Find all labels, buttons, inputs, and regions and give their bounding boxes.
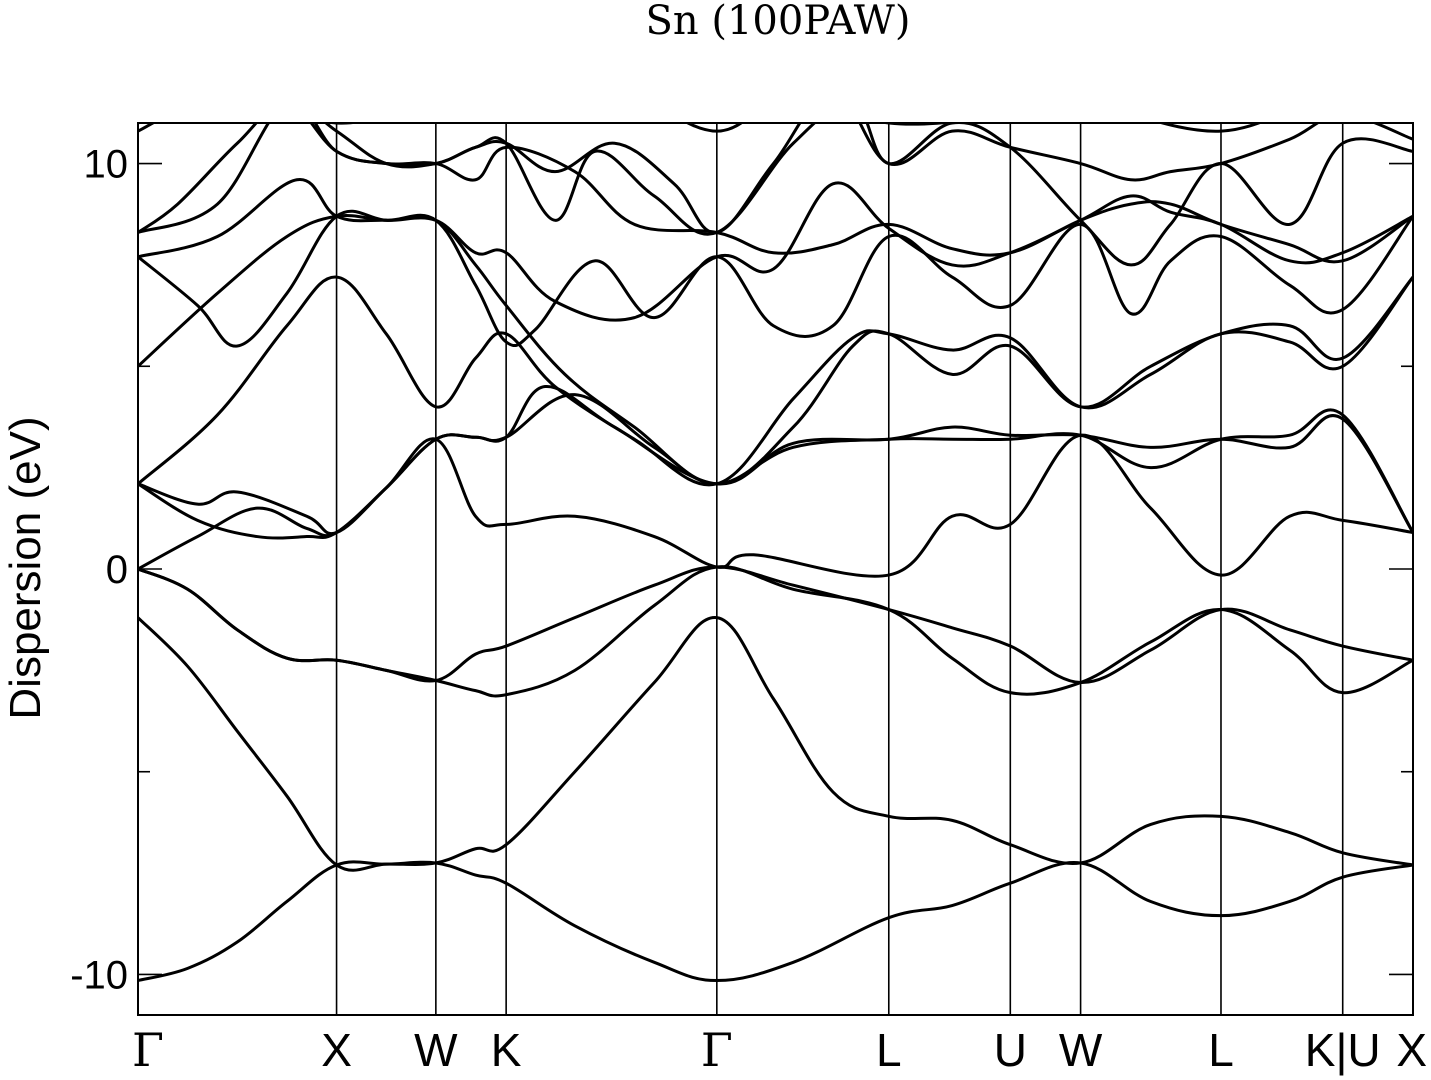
y-tick-label: 10	[84, 143, 129, 187]
band-lines	[138, 123, 1413, 983]
x-tick-label: W	[1059, 1024, 1103, 1076]
y-tick-label: -10	[70, 953, 128, 997]
band-line	[138, 178, 1413, 322]
band-line	[138, 123, 1413, 234]
y-axis-ticks: -10 0 10	[70, 143, 1413, 997]
x-axis-ticks: Γ X W K Γ L U W L K|U X	[132, 1023, 1427, 1077]
x-tick-label: W	[414, 1024, 458, 1076]
y-axis-label: Dispersion (eV)	[1, 416, 50, 719]
x-tick-label: Γ	[701, 1023, 733, 1077]
k-point-lines	[335, 123, 1344, 1015]
x-tick-label: K	[491, 1024, 522, 1076]
x-tick-label: L	[876, 1024, 902, 1076]
plot-frame	[137, 122, 1414, 1016]
x-tick-label: X	[321, 1024, 352, 1076]
band-line	[138, 275, 1413, 487]
band-line	[138, 616, 1413, 872]
x-tick-label: X	[1396, 1024, 1427, 1076]
band-line	[138, 209, 1413, 348]
band-line	[138, 860, 1413, 983]
band-line	[138, 214, 1413, 486]
x-tick-label: L	[1208, 1024, 1234, 1076]
x-tick-label: Γ	[132, 1023, 164, 1077]
x-tick-label: U	[994, 1024, 1027, 1076]
y-tick-label: 0	[106, 548, 128, 592]
x-tick-label: K|U	[1305, 1024, 1381, 1076]
chart-title: Sn (100PAW)	[645, 0, 910, 44]
